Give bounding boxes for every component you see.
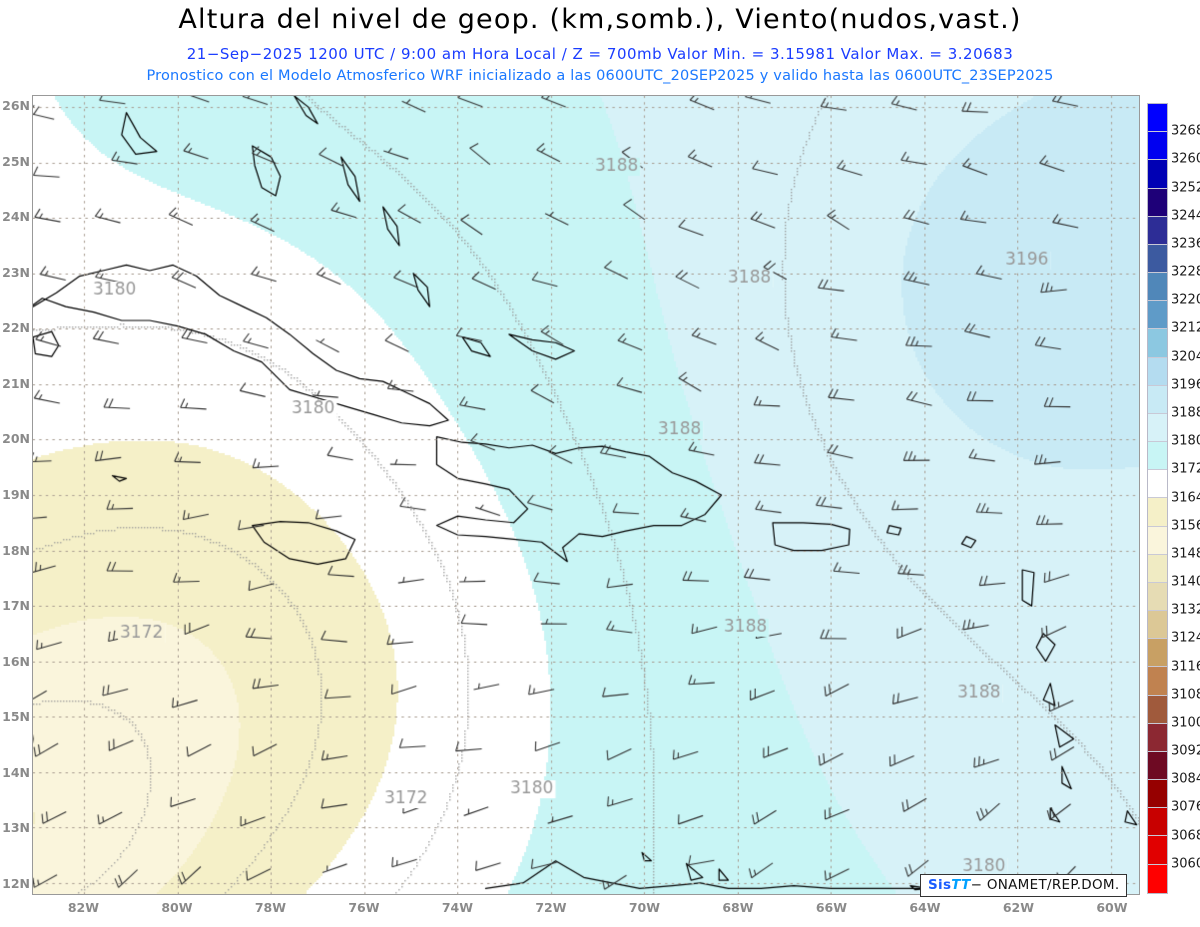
colorbar-tick-3236: 3236 bbox=[1171, 236, 1200, 252]
y-axis-tick-21n: 21N bbox=[2, 375, 30, 391]
colorbar-tick-3132: 3132 bbox=[1171, 602, 1200, 618]
y-axis-tick-12n: 12N bbox=[2, 875, 30, 891]
colorbar-tick-3164: 3164 bbox=[1171, 490, 1200, 505]
x-axis-tick-78w: 78W bbox=[254, 900, 287, 915]
y-axis-tick-13n: 13N bbox=[2, 820, 30, 836]
colorbar-swatch bbox=[1148, 413, 1167, 443]
page-title: Altura del nivel de geop. (km,somb.), Vi… bbox=[178, 4, 1022, 35]
colorbar-tick-3196: 3196 bbox=[1171, 377, 1200, 393]
chart-header: Altura del nivel de geop. (km,somb.), Vi… bbox=[0, 0, 1200, 95]
colorbar-swatch bbox=[1148, 385, 1167, 414]
y-axis-tick-18n: 18N bbox=[2, 542, 30, 558]
y-axis-tick-26n: 26N bbox=[2, 98, 30, 114]
colorbar-tick-3260: 3260 bbox=[1171, 151, 1200, 167]
y-axis-tick-22n: 22N bbox=[2, 320, 30, 336]
colorbar-tick-3204: 3204 bbox=[1171, 349, 1200, 365]
map-plot-area bbox=[32, 95, 1140, 895]
subtitle-valid-time: 21−Sep−2025 1200 UTC / 9:00 am Hora Loca… bbox=[186, 45, 1014, 63]
x-axis-tick-80w: 80W bbox=[161, 900, 193, 915]
colorbar-tick-3068: 3068 bbox=[1171, 828, 1200, 844]
colorbar-swatch bbox=[1148, 695, 1167, 724]
colorbar-tick-3124: 3124 bbox=[1171, 630, 1200, 646]
colorbar-swatch bbox=[1148, 526, 1167, 555]
colorbar-tick-3140: 3140 bbox=[1171, 574, 1200, 590]
colorbar-swatch bbox=[1148, 864, 1167, 893]
colorbar-geopotential-height bbox=[1147, 103, 1168, 894]
colorbar-tick-3172: 3172 bbox=[1171, 461, 1200, 477]
colorbar-swatch bbox=[1148, 751, 1167, 781]
x-axis-tick-60w: 60W bbox=[1096, 900, 1128, 915]
x-axis-tick-74w: 74W bbox=[441, 900, 474, 915]
attribution-badge: SisTT− ONAMET/REP.DOM. bbox=[920, 874, 1128, 897]
weather-map-canvas bbox=[33, 96, 1139, 894]
attribution-tt-text: TT bbox=[951, 877, 971, 893]
colorbar-swatch bbox=[1148, 808, 1167, 837]
colorbar-swatch bbox=[1148, 132, 1167, 161]
colorbar-tick-3116: 3116 bbox=[1171, 659, 1200, 675]
colorbar-tick-3060: 3060 bbox=[1171, 856, 1200, 872]
colorbar-swatch bbox=[1148, 357, 1167, 386]
colorbar-tick-3228: 3228 bbox=[1171, 264, 1200, 280]
colorbar-swatch bbox=[1148, 273, 1167, 302]
x-axis-tick-66w: 66W bbox=[815, 900, 848, 915]
colorbar-tick-3092: 3092 bbox=[1171, 743, 1200, 759]
colorbar-swatch bbox=[1148, 244, 1167, 274]
colorbar-swatch bbox=[1148, 216, 1167, 245]
colorbar-swatch bbox=[1148, 470, 1167, 499]
y-axis-tick-16n: 16N bbox=[2, 653, 30, 669]
colorbar-swatch bbox=[1148, 442, 1167, 471]
colorbar-swatch bbox=[1148, 836, 1167, 865]
colorbar-tick-3076: 3076 bbox=[1171, 799, 1200, 815]
attribution-sis-text: Sis bbox=[928, 877, 952, 893]
y-axis-tick-15n: 15N bbox=[2, 709, 30, 725]
colorbar-tick-3244: 3244 bbox=[1171, 208, 1200, 224]
y-axis-tick-24n: 24N bbox=[2, 209, 30, 225]
subtitle-model-info: Pronostico con el Modelo Atmosferico WRF… bbox=[146, 68, 1054, 84]
colorbar-swatch bbox=[1148, 188, 1167, 217]
colorbar-tick-3220: 3220 bbox=[1171, 292, 1200, 308]
colorbar-swatch bbox=[1148, 667, 1167, 696]
colorbar-swatch bbox=[1148, 780, 1167, 809]
colorbar-tick-3180: 3180 bbox=[1171, 433, 1200, 449]
colorbar-tick-3108: 3108 bbox=[1171, 687, 1200, 703]
y-axis-tick-20n: 20N bbox=[2, 431, 30, 447]
y-axis-tick-23n: 23N bbox=[2, 264, 30, 280]
colorbar-tick-3156: 3156 bbox=[1171, 518, 1200, 534]
x-axis-tick-82w: 82W bbox=[67, 900, 100, 915]
colorbar-swatch bbox=[1148, 723, 1167, 752]
colorbar-tick-3188: 3188 bbox=[1171, 405, 1200, 421]
colorbar-swatch bbox=[1148, 554, 1167, 583]
colorbar-swatch bbox=[1148, 104, 1167, 133]
x-axis-tick-70w: 70W bbox=[628, 900, 661, 915]
x-axis-tick-72w: 72W bbox=[535, 900, 567, 915]
colorbar-swatch bbox=[1148, 301, 1167, 330]
x-axis-tick-68w: 68W bbox=[722, 900, 754, 915]
y-axis-tick-19n: 19N bbox=[2, 487, 30, 502]
x-axis-tick-76w: 76W bbox=[348, 900, 380, 915]
x-axis-tick-64w: 64W bbox=[909, 900, 941, 915]
colorbar-tick-3268: 3268 bbox=[1171, 123, 1200, 139]
colorbar-swatch bbox=[1148, 329, 1167, 358]
colorbar-tick-3252: 3252 bbox=[1171, 180, 1200, 196]
colorbar-tick-3084: 3084 bbox=[1171, 771, 1200, 787]
colorbar-tick-3212: 3212 bbox=[1171, 320, 1200, 336]
colorbar-swatch bbox=[1148, 639, 1167, 668]
colorbar-tick-3100: 3100 bbox=[1171, 715, 1200, 731]
attribution-agency-text: − ONAMET/REP.DOM. bbox=[970, 877, 1120, 893]
x-axis-tick-62w: 62W bbox=[1002, 900, 1035, 915]
colorbar-swatch bbox=[1148, 611, 1167, 640]
colorbar-swatch bbox=[1148, 498, 1167, 527]
y-axis-tick-17n: 17N bbox=[2, 598, 30, 614]
colorbar-swatch bbox=[1148, 582, 1167, 612]
colorbar-swatch bbox=[1148, 160, 1167, 189]
colorbar-tick-3148: 3148 bbox=[1171, 546, 1200, 562]
y-axis-tick-14n: 14N bbox=[2, 764, 30, 780]
y-axis-tick-25n: 25N bbox=[2, 153, 30, 169]
